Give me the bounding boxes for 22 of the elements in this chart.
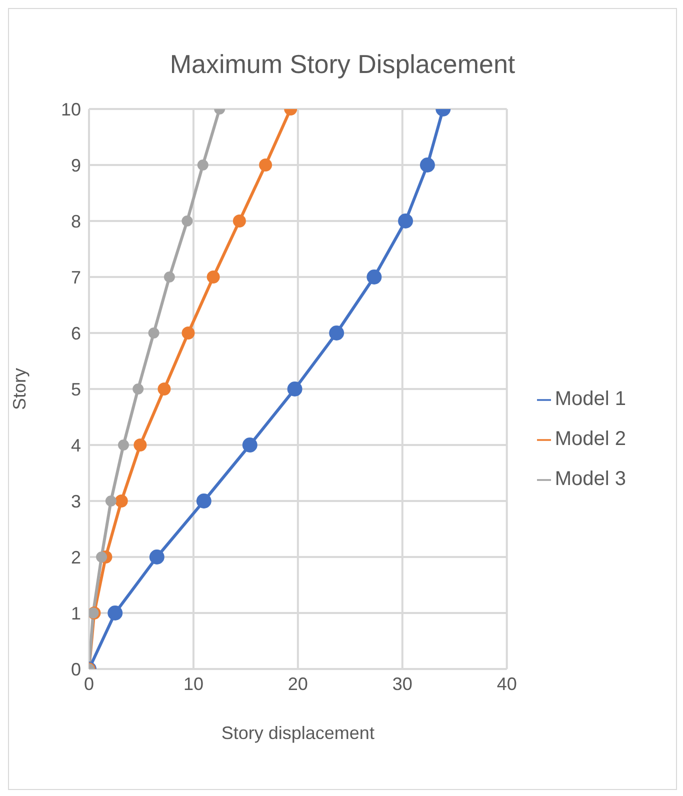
y-tick-label: 1: [70, 603, 81, 624]
y-tick-label: 10: [60, 99, 81, 120]
y-tick-label: 9: [70, 155, 81, 176]
y-tick-label: 0: [70, 659, 81, 680]
legend-label: Model 3: [554, 468, 626, 490]
y-tick-label: 5: [70, 379, 81, 400]
y-tick-label: 3: [70, 491, 81, 512]
x-tick-label: 20: [288, 674, 308, 694]
x-tick-label: 0: [84, 674, 94, 694]
legend-label: Model 1: [554, 388, 626, 410]
x-tick-label: 40: [496, 674, 517, 694]
y-tick-label: 6: [70, 323, 81, 344]
x-axis-title: Story displacement: [221, 723, 374, 743]
chart-title: Maximum Story Displacement: [168, 49, 516, 81]
x-tick-label: 10: [183, 674, 204, 694]
y-tick-label: 8: [70, 211, 81, 232]
y-axis-title: Story: [9, 368, 30, 410]
y-tick-label: 4: [70, 435, 81, 456]
y-tick-label: 7: [70, 267, 81, 288]
y-tick-label: 2: [70, 547, 81, 568]
x-tick-label: 30: [392, 674, 412, 694]
legend-label: Model 2: [554, 428, 626, 450]
